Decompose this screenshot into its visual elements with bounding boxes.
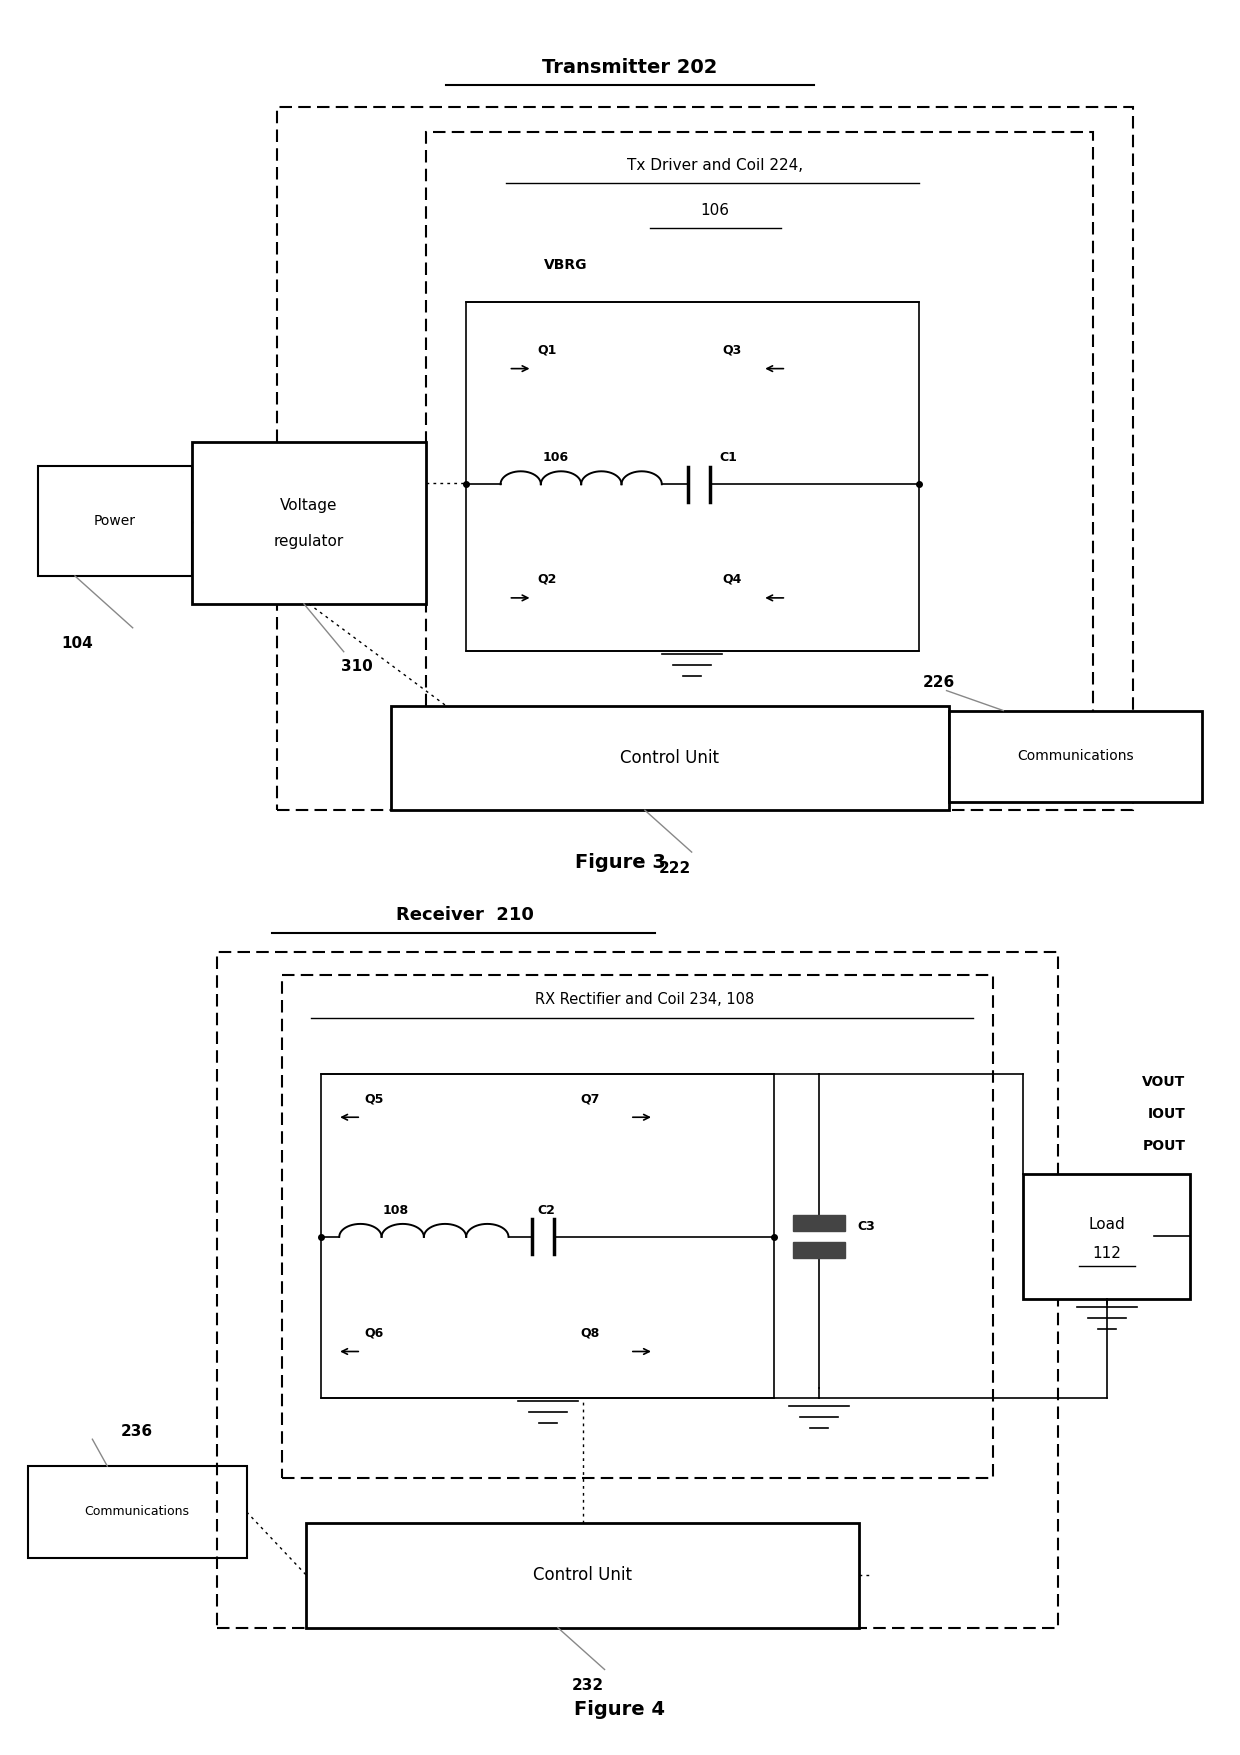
Text: 104: 104 (61, 637, 93, 651)
Text: C2: C2 (537, 1204, 556, 1216)
Text: Q8: Q8 (580, 1327, 599, 1339)
Bar (425, 132, 1092, 730)
Text: Receiver  210: Receiver 210 (396, 906, 534, 923)
Text: Figure 3: Figure 3 (574, 853, 666, 872)
Text: Q6: Q6 (365, 1327, 383, 1339)
Bar (794, 1243, 844, 1258)
Bar (391, 706, 949, 811)
Text: Q3: Q3 (723, 344, 742, 356)
Bar (281, 974, 993, 1478)
Bar (217, 951, 1058, 1627)
Bar (37, 467, 192, 576)
Text: Tx Driver and Coil 224,: Tx Driver and Coil 224, (626, 158, 802, 172)
Text: 106: 106 (701, 202, 729, 218)
Text: Q2: Q2 (537, 572, 557, 586)
Bar (306, 1523, 859, 1627)
Text: Q4: Q4 (723, 572, 742, 586)
Text: Q5: Q5 (365, 1092, 383, 1106)
Text: POUT: POUT (1142, 1139, 1185, 1153)
Text: C3: C3 (857, 1220, 874, 1234)
Text: Control Unit: Control Unit (620, 749, 719, 767)
Text: C1: C1 (719, 451, 738, 465)
Bar (949, 711, 1203, 802)
Text: Control Unit: Control Unit (533, 1565, 632, 1585)
Text: Q1: Q1 (537, 344, 557, 356)
Text: 222: 222 (658, 860, 691, 876)
Text: Figure 4: Figure 4 (574, 1701, 666, 1718)
Bar (192, 442, 425, 604)
Bar (794, 1216, 844, 1232)
Bar (277, 107, 1132, 811)
Bar (1023, 1174, 1190, 1299)
Text: IOUT: IOUT (1147, 1107, 1185, 1121)
Text: VOUT: VOUT (1142, 1076, 1185, 1090)
Bar (27, 1465, 247, 1558)
Text: 108: 108 (383, 1204, 409, 1216)
Text: VBRG: VBRG (543, 258, 587, 272)
Bar (321, 1074, 774, 1399)
Text: regulator: regulator (274, 534, 343, 549)
Text: Transmitter 202: Transmitter 202 (542, 58, 718, 77)
Bar (466, 302, 919, 651)
Text: RX Rectifier and Coil 234, 108: RX Rectifier and Coil 234, 108 (536, 992, 754, 1007)
Text: 112: 112 (1092, 1246, 1121, 1260)
Text: Q7: Q7 (580, 1092, 600, 1106)
Text: Communications: Communications (1017, 749, 1133, 763)
Text: 226: 226 (923, 676, 955, 690)
Text: 236: 236 (122, 1423, 154, 1439)
Text: Voltage: Voltage (280, 498, 337, 512)
Text: 232: 232 (572, 1678, 604, 1694)
Text: 310: 310 (341, 660, 372, 674)
Text: Communications: Communications (84, 1506, 190, 1518)
Text: Load: Load (1089, 1216, 1125, 1232)
Text: Power: Power (94, 514, 135, 528)
Text: 106: 106 (542, 451, 568, 465)
